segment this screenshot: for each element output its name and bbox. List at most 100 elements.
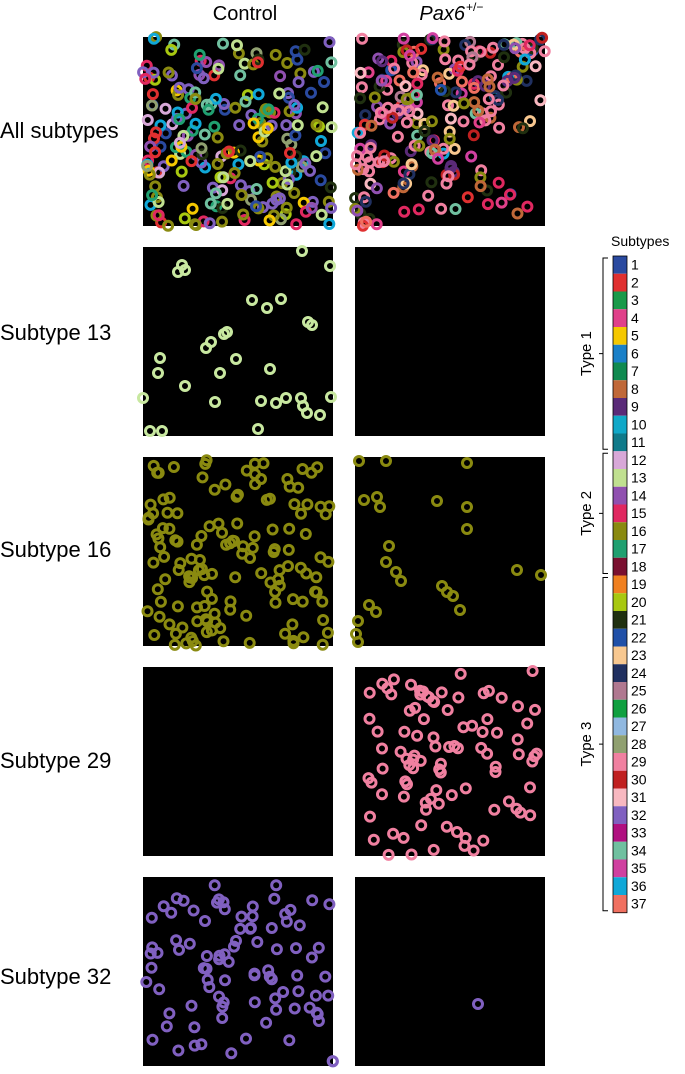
cell-marker [170, 934, 183, 947]
cell-marker [305, 951, 318, 964]
cell-marker [447, 590, 459, 602]
cell-marker [200, 626, 213, 639]
cell-marker [162, 219, 175, 232]
cell-marker [214, 367, 226, 379]
cell-marker [521, 200, 534, 213]
cell-marker [382, 848, 395, 861]
cell-marker [483, 80, 496, 93]
column-header-pax6: Pax6 [419, 3, 465, 25]
cell-marker [397, 790, 410, 803]
cell-marker [323, 500, 336, 513]
cell-marker [439, 53, 452, 66]
cell-marker [218, 948, 231, 961]
cell-marker [364, 810, 376, 823]
cell-marker [197, 962, 210, 975]
cell-marker [252, 423, 264, 435]
cell-marker [292, 985, 305, 998]
cell-marker [154, 352, 166, 364]
cell-marker [310, 150, 323, 163]
legend-group-label: Type 2 [578, 491, 595, 536]
cell-marker [449, 203, 462, 215]
cell-marker [234, 144, 247, 157]
cell-marker [306, 894, 319, 907]
legend-bracket [599, 452, 608, 574]
cell-marker [454, 667, 467, 680]
legend-label-20: 20 [631, 594, 647, 610]
cell-marker [237, 208, 250, 221]
legend-frame [612, 255, 628, 914]
cell-marker [144, 947, 157, 960]
cell-marker [141, 114, 154, 126]
cell-marker [408, 139, 421, 152]
row-label-subtype-32: Subtype 32 [0, 964, 111, 989]
cell-marker [310, 118, 323, 131]
cell-marker [387, 673, 400, 686]
legend-swatch-37 [613, 895, 627, 913]
cell-marker [376, 742, 388, 755]
cell-marker [352, 163, 364, 176]
cell-marker [252, 88, 265, 101]
cell-marker [246, 294, 258, 306]
cell-marker [287, 637, 300, 650]
cell-marker [472, 998, 484, 1010]
cell-marker [509, 42, 522, 55]
legend-swatch-7 [613, 362, 627, 381]
cell-marker [255, 395, 267, 407]
cell-marker [491, 726, 503, 739]
legend-swatch-17 [613, 540, 627, 558]
cell-marker [481, 713, 494, 726]
cell-marker [323, 218, 336, 230]
cell-marker [247, 117, 260, 130]
cell-marker [479, 114, 492, 127]
cell-marker [195, 1038, 208, 1051]
cell-marker [273, 87, 286, 100]
cell-marker [448, 142, 461, 155]
cell-marker [497, 79, 510, 92]
cell-marker [189, 93, 202, 105]
cell-marker [172, 564, 185, 576]
legend-label-5: 5 [631, 328, 639, 344]
cell-marker [524, 115, 536, 128]
cell-marker [299, 157, 312, 170]
cell-marker [283, 480, 296, 493]
cell-marker [310, 586, 323, 599]
cell-marker [139, 72, 152, 85]
cell-marker [189, 86, 202, 99]
cell-marker [465, 150, 478, 163]
cell-marker [487, 41, 500, 54]
cell-marker [489, 760, 502, 773]
cell-marker [214, 622, 227, 635]
cell-marker [376, 55, 389, 68]
legend-label-6: 6 [631, 345, 639, 361]
cell-marker [147, 66, 160, 79]
cell-marker [224, 603, 237, 616]
cell-marker [468, 81, 481, 94]
legend-label-32: 32 [631, 807, 647, 823]
cell-marker [536, 31, 549, 44]
panel-control-all [137, 31, 338, 232]
cell-marker [301, 498, 314, 511]
cell-marker [441, 704, 454, 716]
cell-marker [467, 129, 480, 142]
cell-marker [156, 425, 168, 437]
cell-marker [291, 119, 304, 132]
cell-marker [177, 179, 190, 192]
cell-marker [261, 152, 274, 165]
cell-marker [422, 189, 435, 202]
cell-marker [352, 636, 364, 648]
cell-marker [195, 142, 208, 155]
legend-swatch-6 [613, 344, 627, 363]
cell-marker [367, 833, 380, 846]
cell-marker [175, 165, 188, 178]
legend-label-10: 10 [631, 416, 647, 432]
cell-marker [447, 99, 460, 112]
cell-marker [363, 686, 376, 699]
cell-marker [270, 193, 283, 206]
cell-marker [221, 197, 234, 210]
cell-marker [279, 165, 292, 178]
cell-marker [248, 967, 261, 980]
cell-marker [461, 457, 473, 469]
cell-marker [457, 721, 470, 734]
cell-marker [427, 843, 440, 856]
cell-marker [150, 528, 163, 541]
